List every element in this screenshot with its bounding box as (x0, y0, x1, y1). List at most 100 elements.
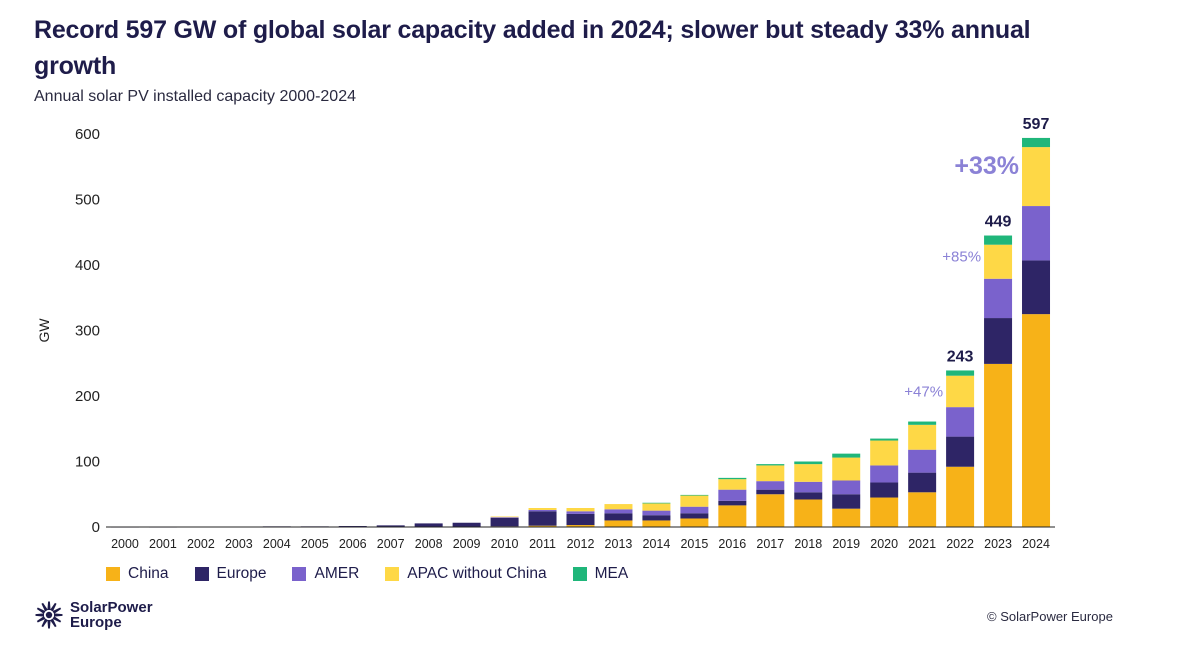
x-tick-label: 2024 (1022, 537, 1050, 551)
bar-segment-apac-without-china (794, 464, 823, 482)
bar-segment-apac-without-china (642, 503, 671, 511)
bar-segment-amer (832, 480, 861, 495)
legend-item: AMER (292, 565, 359, 583)
legend-swatch (385, 567, 400, 581)
bar-segment-apac-without-china (528, 508, 557, 510)
annotations: 243 449 597 +47% +85% +33% (904, 116, 1049, 401)
x-tick-label: 2018 (794, 537, 822, 551)
solarpower-europe-logo: SolarPower Europe (34, 600, 153, 630)
x-tick-label: 2015 (680, 537, 708, 551)
bar-segment-europe (642, 515, 671, 521)
bar-segment-europe (946, 436, 975, 467)
bar-segment-apac-without-china (566, 508, 595, 512)
bar-segment-china (680, 518, 709, 527)
bar-segment-china (946, 466, 975, 527)
bar-segment-china (566, 525, 595, 527)
bar-segment-europe (908, 472, 937, 493)
bar-segment-apac-without-china (984, 244, 1013, 279)
bar-segment-china (718, 505, 747, 527)
legend-item: Europe (194, 565, 267, 583)
bar-segment-apac-without-china (946, 375, 975, 408)
total-label: 597 (1023, 116, 1050, 133)
bar-segment-europe (870, 482, 899, 498)
y-tick-label: 500 (75, 192, 100, 209)
legend-item: MEA (572, 565, 629, 583)
bar-segment-amer (756, 481, 785, 490)
bar-segment-europe (566, 513, 595, 526)
bar-segment-china (642, 520, 671, 527)
bar-segment-apac-without-china (718, 479, 747, 490)
x-tick-label: 2019 (832, 537, 860, 551)
bar-segment-amer (718, 489, 747, 501)
legend-label: APAC without China (407, 565, 547, 582)
bar-segment-china (984, 363, 1013, 527)
y-axis-label: GW (36, 318, 52, 343)
x-tick-label: 2009 (453, 537, 481, 551)
legend-swatch (106, 567, 120, 581)
bar-segment-europe (414, 523, 443, 527)
bar-segment-china (528, 525, 557, 527)
bar-segment-europe (528, 511, 557, 526)
bar-segment-mea (642, 502, 671, 504)
x-tick-label: 2007 (377, 537, 405, 551)
x-tick-label: 2010 (491, 537, 519, 551)
bar-segment-amer (566, 511, 595, 514)
chart-subtitle: Annual solar PV installed capacity 2000-… (34, 88, 356, 105)
logo-line-1: SolarPower (70, 599, 153, 616)
x-tick-label: 2017 (756, 537, 784, 551)
bar-segment-mea (794, 461, 823, 465)
bar-segment-mea (832, 453, 861, 458)
bar-segment-china (604, 520, 633, 527)
legend-swatch (194, 567, 209, 581)
bar-segment-apac-without-china (870, 440, 899, 466)
bar-segment-mea (718, 477, 747, 480)
bar-segment-china (756, 494, 785, 527)
legend: China Europe AMER APAC without China MEA (106, 565, 654, 583)
bars (110, 137, 1051, 528)
bar-segment-mea (870, 438, 899, 441)
bar-segment-amer (604, 509, 633, 514)
bar-segment-europe (604, 513, 633, 521)
bar-segment-mea (946, 370, 975, 376)
bar-segment-apac-without-china (908, 424, 937, 450)
bar-segment-europe (490, 517, 519, 527)
bar-segment-amer (946, 407, 975, 437)
bar-segment-apac-without-china (756, 465, 785, 482)
legend-swatch (292, 567, 307, 581)
x-axis: 2000 2001 2002 2003 2004 2005 2006 2007 2008 2009… (106, 526, 1055, 551)
bar-segment-amer (490, 517, 519, 518)
legend-label: MEA (594, 565, 629, 582)
bar-segment-europe (718, 500, 747, 506)
growth-annotation: +85% (942, 249, 981, 266)
bar-segment-amer (908, 449, 937, 473)
legend-label: Europe (216, 565, 267, 582)
growth-annotation: +33% (954, 152, 1019, 180)
bar-segment-europe (1022, 260, 1051, 315)
bar-segment-apac-without-china (1022, 147, 1051, 207)
x-tick-label: 2005 (301, 537, 329, 551)
x-tick-label: 2014 (643, 537, 671, 551)
y-tick-label: 0 (92, 519, 100, 536)
total-label: 449 (985, 214, 1012, 231)
x-tick-label: 2006 (339, 537, 367, 551)
bar-segment-amer (1022, 206, 1051, 261)
y-tick-label: 400 (75, 257, 100, 274)
x-tick-label: 2020 (870, 537, 898, 551)
bar-segment-china (832, 508, 861, 527)
bar-segment-europe (680, 513, 709, 519)
x-tick-label: 2002 (187, 537, 215, 551)
x-tick-label: 2022 (946, 537, 974, 551)
x-tick-label: 2012 (567, 537, 595, 551)
bar-segment-apac-without-china (604, 504, 633, 510)
bar-segment-china (794, 499, 823, 527)
bar-segment-europe (376, 525, 405, 527)
x-tick-label: 2001 (149, 537, 177, 551)
bar-segment-amer (680, 506, 709, 514)
legend-label: China (128, 565, 169, 582)
logo-line-2: Europe (70, 614, 122, 631)
x-tick-label: 2008 (415, 537, 443, 551)
bar-segment-europe (756, 489, 785, 495)
bar-segment-mea (680, 494, 709, 496)
bar-segment-mea (908, 421, 937, 425)
growth-annotation: +47% (904, 383, 943, 400)
